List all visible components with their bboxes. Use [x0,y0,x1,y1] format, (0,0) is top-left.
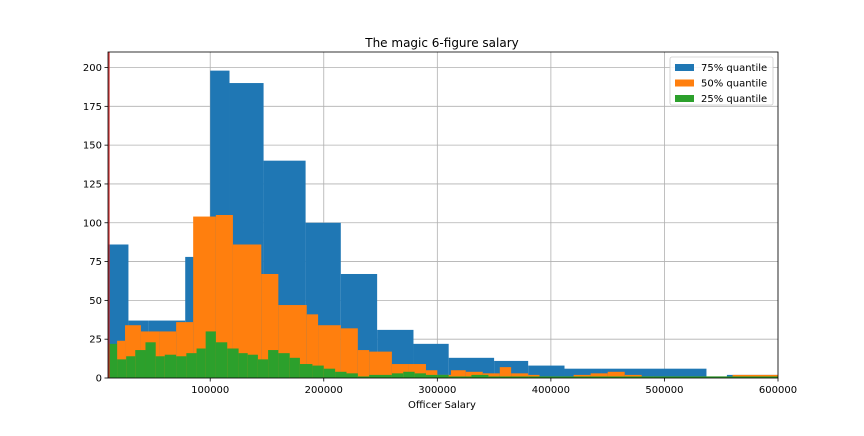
histogram-bar [403,371,415,378]
histogram-bar [340,328,358,378]
histogram-bar [448,376,461,378]
histogram-bar [482,373,500,378]
histogram-bar [607,371,625,378]
axes-frame [107,51,779,379]
x-tick-label: 200000 [305,385,343,396]
histogram-bar [247,354,258,378]
histogram-bar [215,215,233,378]
histogram-bar [369,374,392,378]
histogram-bar [584,376,620,378]
y-tick-label: 150 [83,141,102,152]
histogram-bar [205,331,216,378]
histogram-bar [135,350,146,378]
x-tick-label: 500000 [645,385,683,396]
histogram-bar [425,370,438,378]
histogram-bar [601,368,707,378]
histogram-bar [155,356,165,378]
legend-label: 75% quantile [701,63,767,74]
series-3 [108,331,778,378]
histogram-bar [164,354,177,378]
histogram-bar [564,368,602,378]
legend: 75% quantile 50% quantile 25% quantile [669,56,774,106]
legend-label: 50% quantile [701,79,767,90]
histogram-bar [108,343,118,378]
histogram-bar [653,376,699,378]
x-axis-label: Officer Salary [408,400,476,411]
legend-frame [669,56,774,106]
histogram-bar [357,376,370,378]
y-tick-label: 100 [83,218,102,229]
histogram-bar [289,357,300,378]
histogram-bar [346,373,358,378]
y-tick-label: 75 [89,257,102,268]
legend-swatch [675,64,694,71]
histogram-bar [318,325,341,378]
y-tick-label: 25 [89,335,102,346]
histogram-bar [471,374,489,378]
x-tick-label: 400000 [532,385,570,396]
bars-layer [108,70,778,379]
y-tick-label: 50 [89,296,102,307]
histogram-bar [391,373,404,378]
y-tick-label: 125 [83,179,102,190]
histogram-bar [268,350,279,378]
histogram-bar [450,370,466,378]
histogram-bar [369,351,392,378]
histogram-bar [117,359,127,378]
histogram-bar [511,373,529,378]
x-tick-label: 100000 [191,385,229,396]
histogram-bar [528,376,551,378]
histogram-bar [425,374,438,378]
legend-label: 25% quantile [701,94,767,105]
legend-swatch [675,79,694,87]
histogram-bar [499,367,512,378]
histogram-bar [126,356,136,378]
histogram-bar [176,356,187,378]
histogram-bar [437,374,449,378]
histogram-bar [196,348,206,378]
axes-layer: 100000 200000 300000 400000 500000 600000 0 25 5… [83,51,797,396]
histogram-bar [278,353,290,378]
chart-title: The magic 6-figure salary [364,36,518,50]
x-tick-label: 600000 [759,385,797,396]
y-tick-label: 200 [83,63,102,74]
y-tick-label: 0 [96,374,102,385]
histogram-bar [145,342,156,378]
histogram-bar [186,353,197,378]
histogram-bar [460,376,472,378]
histogram-bar [698,376,778,378]
histogram-bar [238,353,248,378]
y-tick-label: 175 [83,102,102,113]
histogram-bar [590,373,608,378]
histogram-bar [414,373,426,378]
histogram-bar [306,314,319,378]
histogram-bar [357,350,370,378]
histogram-bar [257,359,269,378]
x-tick-label: 300000 [418,385,456,396]
histogram-bar [312,365,324,378]
histogram-bar [299,364,313,378]
histogram-bar [335,371,347,378]
histogram-bar [227,348,239,378]
histogram-bar [215,342,228,378]
histogram-bar [488,376,506,378]
legend-swatch [675,95,694,102]
histogram-bar [619,376,654,378]
histogram-bar [550,376,585,378]
histogram-bar [505,376,529,378]
histogram-bar [323,368,336,378]
